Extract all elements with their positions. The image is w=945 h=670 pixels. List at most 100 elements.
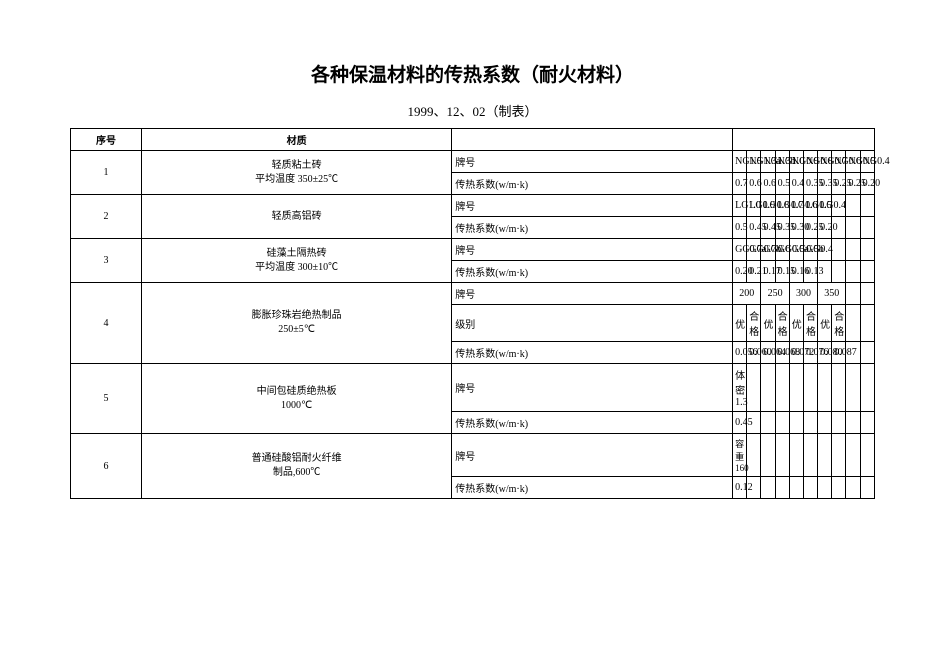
data-cell: 0.35 [818, 173, 832, 195]
data-cell [803, 412, 817, 434]
material-cell: 轻质粘土砖 平均温度 350±25℃ [141, 151, 451, 195]
data-cell: 0.35 [775, 217, 789, 239]
data-cell: NG1.0 [775, 151, 789, 173]
header-row: 序号 材质 [71, 129, 875, 151]
data-cell: 300 [789, 283, 817, 305]
data-cell: 0.30 [789, 217, 803, 239]
table-row: 3 硅藻土隔热砖 平均温度 300±10℃ 牌号 GG0.7a GG0.7b G… [71, 239, 875, 261]
data-cell: 0.076 [803, 342, 817, 364]
row-num: 6 [71, 434, 142, 499]
prop-label: 牌号 [452, 283, 733, 305]
data-cell [846, 477, 860, 499]
data-cell [789, 434, 803, 477]
data-cell: 0.6 [761, 173, 775, 195]
data-cell: LG0.6 [789, 195, 803, 217]
data-cell: 0.20 [733, 261, 747, 283]
page-title: 各种保温材料的传热系数（耐火材料） [70, 60, 875, 87]
data-cell: 0.5 [775, 173, 789, 195]
data-cell [860, 261, 874, 283]
prop-label: 牌号 [452, 364, 733, 412]
data-cell: 0.060 [747, 342, 761, 364]
data-cell [832, 477, 846, 499]
data-cell: GG0.7b [747, 239, 761, 261]
material-cell: 膨胀珍珠岩绝热制品 250±5℃ [141, 283, 451, 364]
data-cell [860, 434, 874, 477]
data-cell: 0.35 [803, 173, 817, 195]
data-cell [860, 217, 874, 239]
data-cell [860, 239, 874, 261]
data-cell: GG0.5a [775, 239, 789, 261]
data-cell: 优 [818, 305, 832, 342]
prop-label: 传热系数(w/m·k) [452, 412, 733, 434]
data-cell: NG0.9 [789, 151, 803, 173]
data-cell [761, 364, 775, 412]
data-cell: 优 [761, 305, 775, 342]
table-row: 1 轻质粘土砖 平均温度 350±25℃ 牌号 NG1.5 NG1.3a NG1… [71, 151, 875, 173]
data-cell [832, 364, 846, 412]
data-cell [860, 283, 874, 305]
data-cell: 0.7 [733, 173, 747, 195]
data-cell [846, 195, 860, 217]
data-cell [860, 342, 874, 364]
prop-label: 牌号 [452, 195, 733, 217]
row-num: 5 [71, 364, 142, 434]
data-cell [818, 434, 832, 477]
data-cell: LG0.7 [775, 195, 789, 217]
data-cell [775, 412, 789, 434]
table-row: 5 中间包硅质绝热板 1000℃ 牌号 体密 1.3 [71, 364, 875, 412]
data-cell [789, 364, 803, 412]
data-cell [860, 195, 874, 217]
data-cell: 0.4 [789, 173, 803, 195]
data-cell: NG1.5 [733, 151, 747, 173]
data-cell [860, 364, 874, 412]
data-cell: GG0.4 [803, 239, 817, 261]
data-cell: 0.45 [761, 217, 775, 239]
data-cell [775, 364, 789, 412]
data-cell [846, 283, 860, 305]
page-subtitle: 1999、12、02（制表） [70, 101, 875, 120]
data-cell [775, 477, 789, 499]
prop-label: 传热系数(w/m·k) [452, 342, 733, 364]
data-cell: 0.6 [747, 173, 761, 195]
data-cell [818, 477, 832, 499]
data-cell: 0.20 [818, 217, 832, 239]
col-header-material: 材质 [141, 129, 451, 151]
data-cell: GG0.6 [761, 239, 775, 261]
data-cell [846, 412, 860, 434]
data-cell: 0.20 [860, 173, 874, 195]
data-cell: 容重 160 [733, 434, 747, 477]
col-header-num: 序号 [71, 129, 142, 151]
prop-label: 传热系数(w/m·k) [452, 477, 733, 499]
data-cell: 0.17 [761, 261, 775, 283]
data-cell: LG0.4 [818, 195, 832, 217]
data-cell: 合格 [775, 305, 789, 342]
data-cell [775, 434, 789, 477]
data-cell [860, 305, 874, 342]
data-cell: 0.087 [832, 342, 846, 364]
data-cell: 优 [733, 305, 747, 342]
data-cell [803, 434, 817, 477]
data-cell: GG0.5b [789, 239, 803, 261]
data-cell: LG0.8 [761, 195, 775, 217]
data-cell: NG1.3a [747, 151, 761, 173]
data-cell [789, 412, 803, 434]
data-cell [803, 477, 817, 499]
material-cell: 硅藻土隔热砖 平均温度 300±10℃ [141, 239, 451, 283]
data-cell: 0.25 [832, 173, 846, 195]
data-cell: 0.068 [775, 342, 789, 364]
data-cell: 0.45 [733, 412, 747, 434]
material-cell: 轻质高铝砖 [141, 195, 451, 239]
table-row: 2 轻质高铝砖 牌号 LG1.0 LG0.9 LG0.8 LG0.7 LG0.6… [71, 195, 875, 217]
material-cell: 普通硅酸铝耐火纤维 制品,600℃ [141, 434, 451, 499]
prop-label: 传热系数(w/m·k) [452, 173, 733, 195]
data-cell: 350 [818, 283, 846, 305]
data-cell: 0.080 [818, 342, 832, 364]
data-cell: 合格 [832, 305, 846, 342]
data-cell: 合格 [747, 305, 761, 342]
data-cell: NG1.3b [761, 151, 775, 173]
data-cell [818, 364, 832, 412]
prop-label: 牌号 [452, 239, 733, 261]
data-cell: 0.16 [789, 261, 803, 283]
data-cell: 优 [789, 305, 803, 342]
data-cell [846, 434, 860, 477]
